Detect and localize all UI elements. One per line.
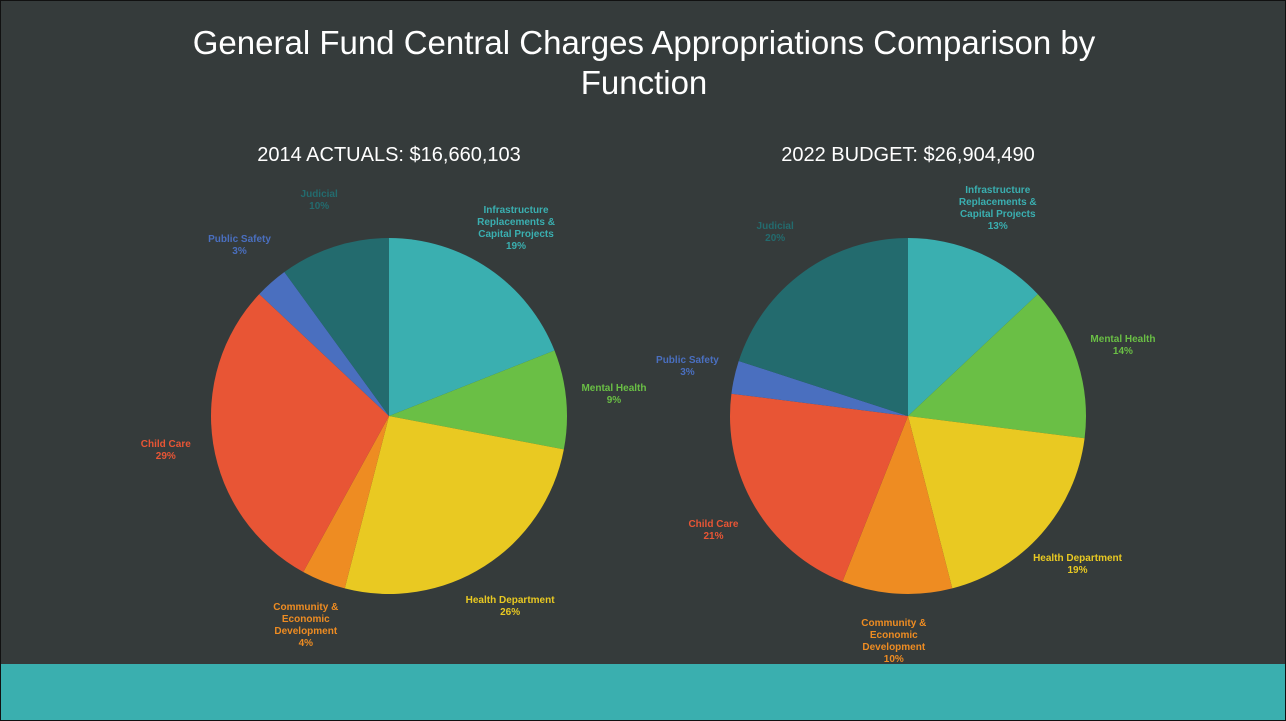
value-label: 13% <box>987 220 1008 232</box>
data-label: Health Department 19% <box>1030 553 1126 577</box>
charts <box>210 238 1086 594</box>
pie-slice <box>908 238 1038 416</box>
category-label: Judicial <box>300 189 338 201</box>
category-label: Mental Health <box>1090 334 1156 346</box>
data-label: Public Safety 3% <box>639 355 735 379</box>
slide-title: General Fund Central Charges Appropriati… <box>192 24 1096 101</box>
pie-slice <box>389 238 555 416</box>
value-label: 3% <box>232 246 247 258</box>
pie-slice <box>908 416 1085 589</box>
pie-slice <box>730 393 908 582</box>
category-label: Health Department <box>465 594 555 606</box>
category-label: Public Safety <box>208 234 271 246</box>
pie-slice <box>738 238 908 416</box>
pie-slice <box>389 350 567 450</box>
value-label: 29% <box>155 451 176 463</box>
value-label: 20% <box>765 233 786 245</box>
data-label: Community & Economic Development 10% <box>846 618 942 666</box>
category-label: Community & Economic Development <box>861 617 927 653</box>
data-label: Mental Health 9% <box>566 383 662 407</box>
data-label: Public Safety 3% <box>192 234 288 258</box>
footer-band <box>1 664 1285 720</box>
value-label: 21% <box>703 531 724 543</box>
category-label: Child Care <box>688 519 739 531</box>
data-label: Infrastructure Replacements & Capital Pr… <box>468 205 564 253</box>
category-label: Infrastructure Replacements & Capital Pr… <box>958 184 1037 220</box>
category-label: Community & Economic Development <box>273 602 339 638</box>
pie-slice <box>731 360 908 416</box>
value-label: 14% <box>1112 346 1133 358</box>
category-label: Infrastructure Replacements & Capital Pr… <box>477 205 555 241</box>
category-label: Judicial <box>756 221 794 233</box>
category-label: Health Department <box>1033 553 1122 565</box>
data-label: Infrastructure Replacements & Capital Pr… <box>950 185 1046 233</box>
value-label: 26% <box>500 606 521 618</box>
value-label: 19% <box>506 241 527 253</box>
value-label: 10% <box>309 201 330 213</box>
chart-title: 2014 ACTUALS: $16,660,103 <box>257 144 521 166</box>
value-label: 9% <box>606 394 622 406</box>
data-label: Judicial 10% <box>271 189 367 213</box>
category-label: Child Care <box>140 439 191 451</box>
pie-slice <box>842 416 953 594</box>
category-label: Mental Health <box>581 382 647 394</box>
data-label: Health Department 26% <box>462 595 558 619</box>
data-label: Community & Economic Development 4% <box>258 602 354 650</box>
pie-slice <box>284 238 389 416</box>
pie-slice <box>210 294 389 572</box>
pie-slice <box>908 294 1086 439</box>
value-label: 4% <box>298 638 314 650</box>
value-label: 10% <box>883 653 904 665</box>
pie-slice <box>344 416 564 594</box>
data-label: Judicial 20% <box>727 221 823 245</box>
data-label: Child Care 21% <box>665 519 761 543</box>
value-label: 3% <box>680 366 695 378</box>
pie-slice <box>259 271 389 416</box>
data-label: Child Care 29% <box>118 439 214 463</box>
data-label: Mental Health 14% <box>1075 334 1171 358</box>
category-label: Public Safety <box>656 354 719 366</box>
value-label: 19% <box>1067 565 1088 577</box>
pie-slice <box>303 416 389 589</box>
chart-title: 2022 BUDGET: $26,904,490 <box>781 144 1035 166</box>
